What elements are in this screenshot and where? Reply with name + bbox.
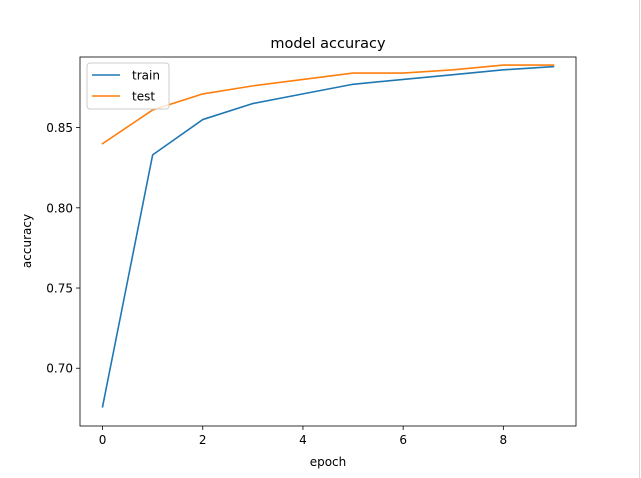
y-tick-label: 0.75	[46, 282, 73, 296]
y-axis-ticks: 0.70 0.75 0.80 0.85	[46, 121, 80, 376]
series-line-test	[101, 64, 555, 145]
y-tick-label: 0.80	[46, 201, 73, 215]
y-tick-label: 0.70	[46, 362, 73, 376]
plot-area	[80, 57, 576, 426]
x-tick-label: 4	[299, 433, 307, 447]
x-axis-ticks: 0 2 4 6 8	[99, 426, 507, 447]
x-tick-label: 6	[399, 433, 407, 447]
series-line-train	[101, 65, 555, 408]
chart-title: model accuracy	[270, 36, 386, 52]
legend-entries: train test	[92, 69, 160, 104]
x-axis-label: epoch	[310, 455, 347, 469]
legend-label-train: train	[132, 69, 160, 83]
x-tick-label: 8	[500, 433, 508, 447]
x-tick-label: 0	[99, 433, 107, 447]
y-axis-label: accuracy	[20, 214, 34, 268]
plot-frame	[79, 56, 577, 427]
legend-label-test: test	[132, 90, 155, 104]
window-edge-line	[639, 0, 640, 478]
y-tick-label: 0.85	[46, 121, 73, 135]
series-layer	[101, 64, 555, 408]
x-tick-label: 2	[199, 433, 207, 447]
legend: train test	[86, 62, 170, 110]
